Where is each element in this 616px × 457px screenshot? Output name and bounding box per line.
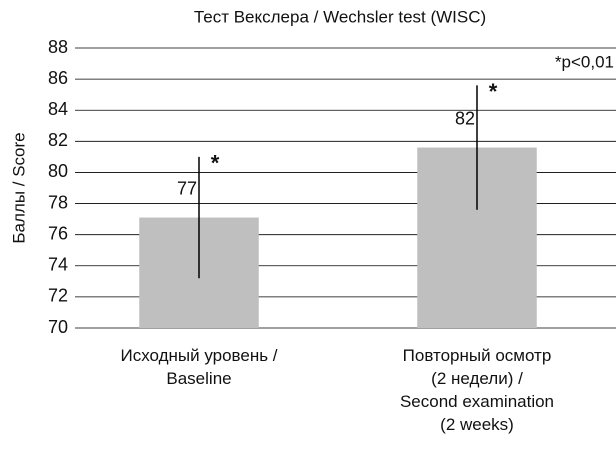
x-tick-label: Повторный осмотр (2 недели) / Second exa… <box>399 346 555 434</box>
value-label: 82 <box>455 108 475 128</box>
note: *p<0,01 <box>555 52 614 71</box>
y-tick-label: 88 <box>48 37 68 57</box>
y-axis-title: Баллы / Score <box>9 132 28 243</box>
y-tick-label: 82 <box>48 130 68 150</box>
x-tick-label: Исходный уровень / Baseline <box>120 346 278 388</box>
y-tick-label: 78 <box>48 192 68 212</box>
chart-title: Тест Векслера / Wechsler test (WISC) <box>194 7 486 26</box>
value-label: 77 <box>177 178 197 198</box>
y-tick-label: 72 <box>48 286 68 306</box>
y-tick-label: 76 <box>48 223 68 243</box>
y-tick-label: 74 <box>48 255 68 275</box>
significance-mark: * <box>211 151 220 176</box>
y-tick-label: 80 <box>48 161 68 181</box>
y-tick-label: 70 <box>48 317 68 337</box>
y-tick-label: 84 <box>48 99 68 119</box>
y-tick-label: 86 <box>48 68 68 88</box>
significance-mark: * <box>489 79 498 104</box>
